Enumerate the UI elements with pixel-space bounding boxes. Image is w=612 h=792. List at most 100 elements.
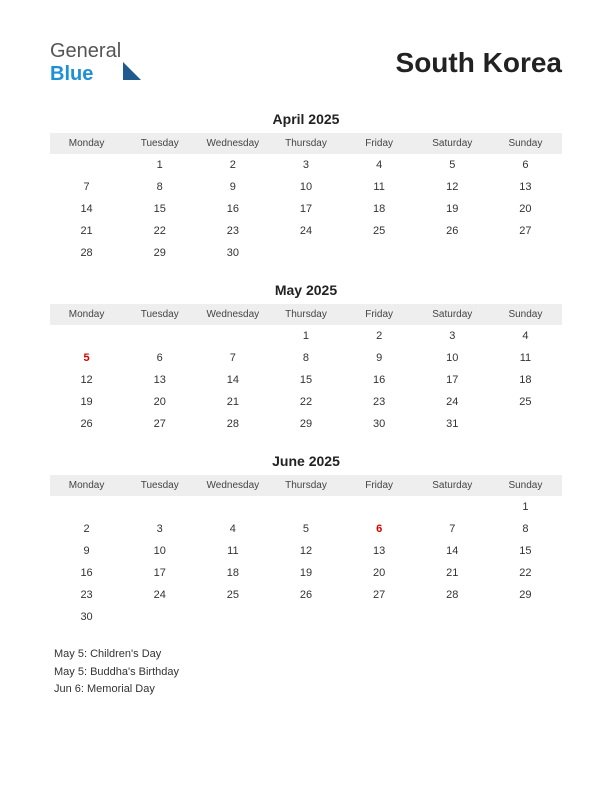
calendar-row: 1234 (50, 325, 562, 347)
calendar-cell (196, 325, 269, 347)
calendar-cell: 4 (196, 518, 269, 540)
calendar-cell: 7 (196, 347, 269, 369)
day-header: Friday (343, 133, 416, 154)
calendar-cell (50, 325, 123, 347)
calendar-cell: 21 (50, 220, 123, 242)
day-header: Sunday (489, 475, 562, 496)
logo: General Blue (50, 40, 141, 86)
calendar-cell: 15 (269, 369, 342, 391)
calendar-cell: 30 (50, 606, 123, 628)
calendar-cell: 17 (123, 562, 196, 584)
calendar-cell: 29 (123, 242, 196, 264)
calendar-cell: 20 (343, 562, 416, 584)
calendar-row: 78910111213 (50, 176, 562, 198)
calendar-cell: 24 (416, 391, 489, 413)
calendar-cell (50, 154, 123, 176)
calendar-cell: 28 (50, 242, 123, 264)
calendar-cell: 23 (343, 391, 416, 413)
calendar-cell: 12 (269, 540, 342, 562)
calendar-cell (196, 496, 269, 518)
logo-triangle-icon (123, 40, 141, 80)
calendar-cell: 16 (343, 369, 416, 391)
calendar-cell: 14 (196, 369, 269, 391)
calendar-cell: 6 (343, 518, 416, 540)
calendar-cell: 14 (50, 198, 123, 220)
calendar-row: 30 (50, 606, 562, 628)
calendar-cell: 10 (416, 347, 489, 369)
day-header: Thursday (269, 133, 342, 154)
calendar-cell: 18 (343, 198, 416, 220)
calendar-cell: 25 (489, 391, 562, 413)
calendar-cell: 11 (196, 540, 269, 562)
calendar-cell: 30 (343, 413, 416, 435)
calendar-cell: 15 (123, 198, 196, 220)
calendar-cell: 15 (489, 540, 562, 562)
day-header: Wednesday (196, 304, 269, 325)
calendar-cell: 14 (416, 540, 489, 562)
calendar-cell: 6 (123, 347, 196, 369)
calendar-cell: 12 (50, 369, 123, 391)
calendar-cell: 28 (416, 584, 489, 606)
calendar-cell: 30 (196, 242, 269, 264)
calendar-cell: 21 (196, 391, 269, 413)
calendar-cell: 27 (123, 413, 196, 435)
calendar-cell: 16 (50, 562, 123, 584)
day-header: Tuesday (123, 304, 196, 325)
calendar-month: April 2025MondayTuesdayWednesdayThursday… (50, 111, 562, 264)
calendar-cell (50, 496, 123, 518)
month-title: April 2025 (50, 111, 562, 127)
calendar-cell (123, 496, 196, 518)
calendar-row: 12131415161718 (50, 369, 562, 391)
calendar-cell: 18 (489, 369, 562, 391)
calendar-cell (196, 606, 269, 628)
calendar-cell: 13 (343, 540, 416, 562)
calendar-cell (123, 325, 196, 347)
calendar-cell: 23 (50, 584, 123, 606)
calendar-cell: 26 (269, 584, 342, 606)
calendar-cell (343, 496, 416, 518)
calendar-cell: 11 (343, 176, 416, 198)
calendar-cell: 2 (343, 325, 416, 347)
calendar-cell (416, 606, 489, 628)
calendar-cell: 28 (196, 413, 269, 435)
calendar-cell: 19 (50, 391, 123, 413)
day-header: Wednesday (196, 133, 269, 154)
calendar-cell (269, 496, 342, 518)
calendar-cell (343, 242, 416, 264)
calendar-cell: 21 (416, 562, 489, 584)
calendar-cell: 3 (123, 518, 196, 540)
calendar-cell: 8 (269, 347, 342, 369)
day-header: Thursday (269, 304, 342, 325)
calendar-cell: 10 (269, 176, 342, 198)
calendar-cell: 1 (123, 154, 196, 176)
calendar-cell: 1 (269, 325, 342, 347)
day-header: Friday (343, 304, 416, 325)
calendar-cell: 26 (50, 413, 123, 435)
calendar-table: MondayTuesdayWednesdayThursdayFridaySatu… (50, 475, 562, 628)
day-header: Monday (50, 475, 123, 496)
day-header: Friday (343, 475, 416, 496)
calendar-cell: 5 (416, 154, 489, 176)
calendar-row: 21222324252627 (50, 220, 562, 242)
calendar-cell: 4 (489, 325, 562, 347)
calendar-month: May 2025MondayTuesdayWednesdayThursdayFr… (50, 282, 562, 435)
day-header: Monday (50, 133, 123, 154)
calendar-cell (269, 606, 342, 628)
holiday-entry: Jun 6: Memorial Day (50, 681, 562, 699)
calendar-cell: 20 (489, 198, 562, 220)
calendar-cell: 29 (269, 413, 342, 435)
calendar-cell: 27 (343, 584, 416, 606)
calendar-cell (123, 606, 196, 628)
calendar-cell: 5 (269, 518, 342, 540)
calendar-table: MondayTuesdayWednesdayThursdayFridaySatu… (50, 304, 562, 435)
calendar-cell: 8 (123, 176, 196, 198)
calendar-cell: 19 (416, 198, 489, 220)
logo-general-text: General (50, 40, 121, 62)
holiday-entry: May 5: Children's Day (50, 646, 562, 664)
day-header: Saturday (416, 133, 489, 154)
calendar-row: 282930 (50, 242, 562, 264)
month-title: June 2025 (50, 453, 562, 469)
calendar-cell: 4 (343, 154, 416, 176)
day-header: Sunday (489, 304, 562, 325)
calendar-row: 19202122232425 (50, 391, 562, 413)
